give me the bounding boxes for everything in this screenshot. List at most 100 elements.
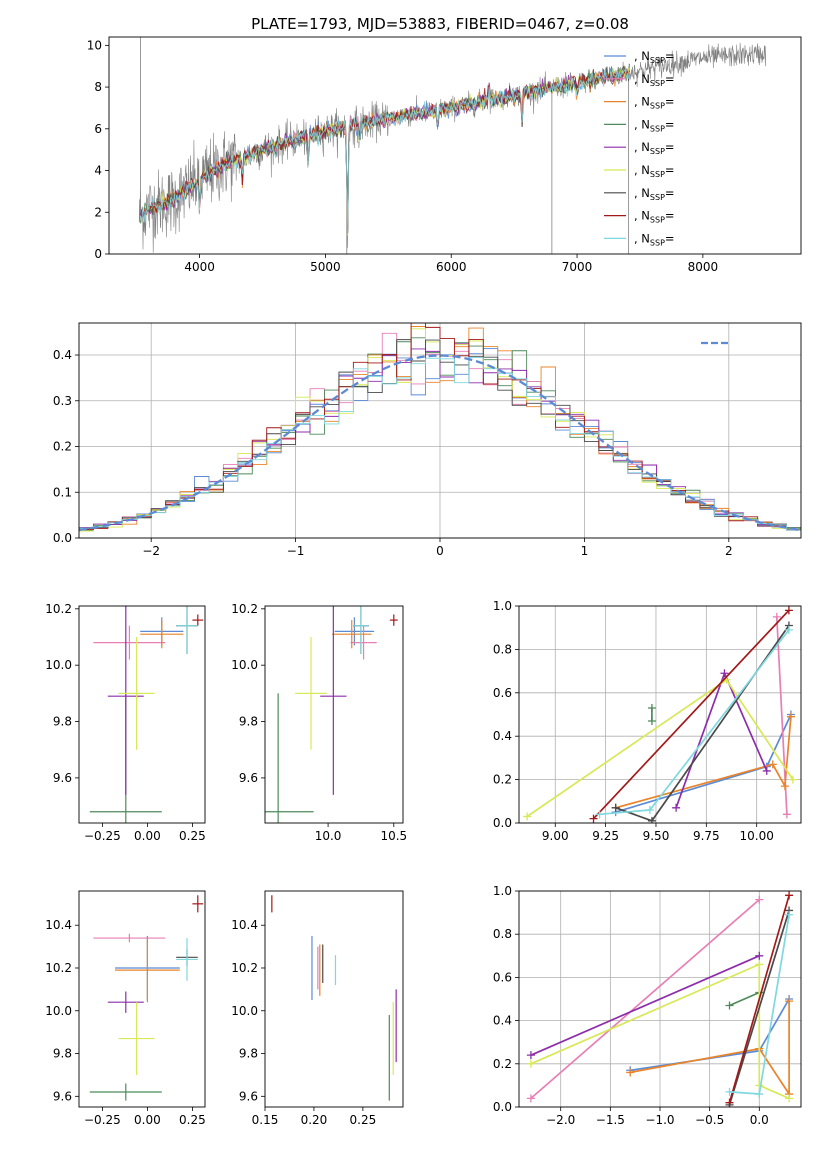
histogram-steps — [79, 357, 801, 531]
plot-area — [265, 606, 398, 823]
errorbar-point — [118, 637, 155, 750]
normal-curve — [79, 354, 801, 532]
y-tick-label: 0.3 — [53, 394, 72, 408]
series-marker — [647, 703, 656, 712]
y-tick-label: 0.1 — [53, 485, 72, 499]
legend-entry: , NSSP= — [634, 140, 675, 156]
series-marker — [762, 766, 771, 775]
axes-frame — [518, 890, 802, 1108]
series-line — [630, 1001, 790, 1097]
x-tick-label: 8000 — [688, 260, 719, 274]
series-line — [530, 955, 760, 1056]
errorbar-point — [353, 606, 369, 654]
legend-entry: , NSSP= — [634, 95, 675, 111]
errorbar-point — [93, 933, 166, 943]
series-marker — [784, 606, 793, 615]
series-marker — [755, 1090, 764, 1099]
legend-nssp-sub: SSP — [650, 56, 665, 65]
plot-area — [271, 895, 397, 1101]
series-marker — [785, 891, 794, 900]
y-tick-label: 8 — [94, 80, 102, 94]
series-marker — [523, 812, 532, 821]
y-tick-label: 9.6 — [239, 1089, 258, 1103]
grid — [519, 605, 801, 824]
legend-nssp-eq: = — [665, 49, 675, 63]
x-tick-label: 10.00 — [740, 829, 774, 843]
errorbar-point — [176, 606, 198, 654]
series-marker — [780, 782, 789, 791]
series-marker — [785, 910, 794, 919]
errorbar-point — [295, 637, 327, 750]
x-tick-label: −0.25 — [84, 1113, 121, 1127]
legend-nssp-prefix: , N — [634, 49, 650, 63]
series-marker — [526, 1051, 535, 1060]
errorbar-point — [140, 620, 184, 649]
series-line — [615, 714, 792, 813]
series-line — [615, 716, 792, 809]
x-tick-label: 6000 — [436, 260, 467, 274]
panel-weight_vs_Z: −2.0 −1.5 −1.0 −0.5 0.0 0.0 0.2 0.4 0.6 0.8 1.0 — [493, 884, 802, 1127]
series-marker — [768, 760, 777, 769]
panel-residuals: −2 −1 0 1 2 0.0 0.1 0.2 0.3 0.4 — [53, 322, 802, 558]
legend-nssp-sub: SSP — [650, 124, 665, 133]
series-marker — [784, 625, 793, 634]
series-marker — [725, 1001, 734, 1010]
legend-entry: , NSSP= — [634, 209, 675, 225]
x-tick-label: 9.25 — [592, 829, 619, 843]
x-tick-label: 0.25 — [179, 1113, 206, 1127]
series-marker — [672, 803, 681, 812]
series-marker — [755, 895, 764, 904]
legend-nssp-eq: = — [665, 231, 675, 245]
legend-nssp-prefix: , N — [634, 72, 650, 86]
y-tick-label: 10 — [87, 38, 102, 52]
model-spectrum-line — [140, 68, 631, 234]
errorbar-point — [389, 614, 398, 626]
y-tick-label: 10.2 — [45, 602, 72, 616]
series-marker — [645, 805, 654, 814]
x-tick-label: 10.5 — [380, 829, 407, 843]
series-marker — [725, 1098, 734, 1107]
errorbar-point — [320, 606, 347, 795]
y-tick-label: 2 — [94, 205, 102, 219]
figure-title: PLATE=1793, MJD=53883, FIBERID=0467, z=0… — [251, 15, 629, 33]
y-tick-label: 1.0 — [493, 599, 512, 613]
series-marker — [526, 1094, 535, 1103]
y-tick-label: 0.0 — [53, 531, 72, 545]
legend-nssp-sub: SSP — [650, 170, 665, 179]
legend-nssp-prefix: , N — [634, 140, 650, 154]
series-line — [728, 895, 790, 1103]
y-tick-label: 10.0 — [231, 658, 258, 672]
y-tick-label: 0.6 — [493, 686, 512, 700]
errorbar-point — [265, 693, 314, 823]
axes-frame — [264, 890, 404, 1108]
x-tick-label: 0.15 — [252, 1113, 279, 1127]
legend-nssp-sub: SSP — [650, 79, 665, 88]
y-tick-label: 0.8 — [493, 927, 512, 941]
x-tick-label: 9.50 — [643, 829, 670, 843]
x-tick-label: 5000 — [310, 260, 341, 274]
series-marker — [755, 951, 764, 960]
legend-entry: , NSSP= — [634, 186, 675, 202]
legend-nssp-eq: = — [665, 117, 675, 131]
series-marker — [611, 803, 620, 812]
y-tick-label: 0.2 — [53, 440, 72, 454]
errorbar-point — [89, 1083, 162, 1101]
series-marker — [589, 814, 598, 823]
x-tick-label: 10.0 — [315, 829, 342, 843]
x-tick-label: 0.00 — [134, 1113, 161, 1127]
series-marker — [788, 775, 797, 784]
panel-age_vs_Z: −0.25 0.00 0.25 9.6 9.8 10.0 10.2 — [45, 602, 205, 843]
series-marker — [755, 1081, 764, 1090]
x-tick-label: −2.0 — [546, 1113, 575, 1127]
series-marker — [626, 1068, 635, 1077]
y-tick-label: 9.8 — [53, 1047, 72, 1061]
series-marker — [755, 960, 764, 969]
axes-frame — [518, 605, 802, 824]
legend-nssp-sub: SSP — [650, 216, 665, 225]
series-marker — [782, 810, 791, 819]
panel-weight_vs_age: 9.00 9.25 9.50 9.75 10.00 0.0 0.2 0.4 0.6 0.8 1.0 — [493, 599, 802, 843]
panel-mass_vs_Z: −0.25 0.00 0.25 9.6 9.8 10.0 10.2 10.4 — [45, 890, 206, 1127]
